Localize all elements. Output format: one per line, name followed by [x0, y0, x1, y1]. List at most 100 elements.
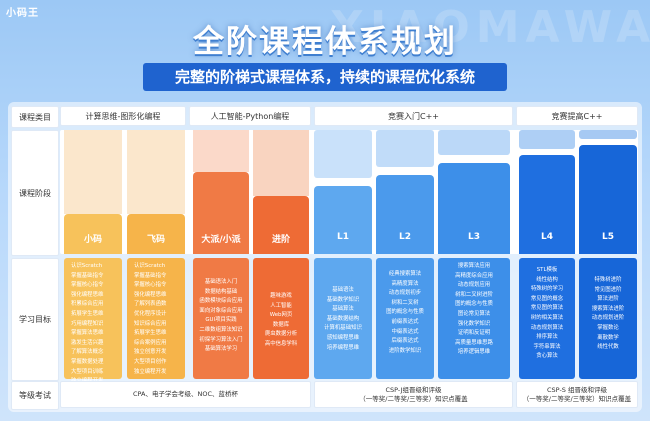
goal-item: 树和二叉树	[391, 299, 419, 306]
stage-bg-4	[314, 130, 372, 178]
category-cpp-advanced: 竞赛提高C++	[516, 106, 638, 126]
goal-item: 高质量思维思路	[455, 339, 493, 346]
goal-column-0: 认识Scratch 掌握基础指令 掌握核心指令 强化编程思维 积累综合应用 拓展学生思维巧…	[64, 258, 122, 384]
goal-column-3: 趣味游戏 人工智能 Web网页 数据库 爬虫数据分析 高中信息学科	[253, 258, 309, 379]
stage-step-upper-0	[64, 130, 122, 214]
stage-bg-3	[253, 130, 309, 196]
goal-item: 树的相关算法	[530, 314, 564, 321]
goal-item: 培养编程思维	[326, 344, 360, 351]
goal-item: 高中信息学科	[264, 340, 298, 347]
goal-item: 初探学习算法入门	[199, 336, 243, 343]
goal-item: 了解算法概念	[71, 349, 104, 356]
category-cpp-intro: 竞赛入门C++	[314, 106, 513, 126]
stage-label: 小码	[83, 235, 102, 245]
goal-item: 特殊树的学习	[530, 286, 564, 293]
stage-step-7	[519, 155, 575, 254]
goal-item: 字符串算法	[533, 343, 561, 350]
background-watermark: XIAOMAWANG	[330, 2, 650, 53]
stage-step-upper-1	[127, 130, 185, 214]
goal-item: 二维数组算法知识	[199, 326, 243, 333]
goal-item: 图论常见算法	[457, 310, 491, 317]
exam-scratch-python: CPA、电子学会考级、NOC、蓝桥杯	[60, 381, 311, 408]
goal-item: 趣味游戏	[270, 293, 292, 299]
goal-item: 搜索算法进阶	[591, 305, 625, 312]
stage-label: 飞码	[146, 235, 165, 245]
goal-item: 常见图的概念	[530, 295, 564, 302]
goal-item: 离散数学	[597, 334, 619, 341]
goal-item: 人工智能	[270, 302, 292, 309]
goal-item: 数据结构基础	[204, 288, 238, 295]
goal-item: 掌握基础指令	[71, 272, 104, 279]
goal-item: 知识综合应用	[134, 320, 167, 327]
goal-item: 高精度综合应用	[455, 272, 493, 279]
stage-label: L1	[337, 232, 349, 242]
stage-step-4	[314, 186, 372, 254]
category-python: 人工智能-Python编程	[189, 106, 311, 126]
goal-item: 经典搜索算法	[388, 271, 422, 277]
goal-item: 算法进阶	[597, 296, 619, 303]
goal-item: 掌握基础指令	[134, 272, 167, 279]
stage-label: L3	[468, 232, 480, 242]
exam-csp-s: CSP-S 组晋级和评级 （一等奖/二等奖/三等奖）知识点覆盖	[516, 381, 638, 408]
stage-label: 大派/小派	[201, 235, 241, 245]
goal-item: 掌握核心指令	[134, 282, 167, 289]
row-label-goals: 学习目标	[11, 258, 59, 381]
stage-bg-2	[193, 130, 249, 172]
stage-label: L2	[399, 232, 411, 242]
goal-item: 中缀表达式	[391, 328, 419, 335]
goal-item: 后缀表达式	[391, 338, 419, 345]
goal-item: 了解列表函数	[134, 301, 167, 308]
goal-item: 基础语法	[332, 287, 354, 293]
goal-item: 排序算法	[536, 334, 558, 341]
goal-item: 独立创意开发	[134, 349, 167, 356]
goal-item: 树和二叉树进阶	[455, 291, 493, 298]
goal-item: 常见图进阶	[594, 286, 622, 293]
goal-item: 动态规划应用	[457, 282, 491, 289]
goal-column-5: 经典搜索算法 高精度算法 动态规划初步 树和二叉树 图的概念与性质 前缀表达式 中缀表达式后…	[376, 258, 434, 379]
stage-step-8	[579, 145, 637, 254]
goal-item: 面向对象综合应用	[199, 307, 243, 314]
row-label-stage: 课程阶段	[11, 130, 59, 256]
goal-item: 基础数据结构	[326, 315, 360, 322]
goal-item: 强化编程思维	[134, 291, 167, 298]
goal-item: 进阶数学知识	[388, 347, 422, 354]
exam-csp-j: CSP-J组晋级和评级 （一等奖/二等奖/三等奖）知识点覆盖	[314, 381, 513, 408]
goal-item: 激发生活兴趣	[71, 339, 104, 346]
goal-item: 大型项目训练	[71, 368, 104, 375]
goal-item: 图的概念与性质	[455, 301, 493, 308]
stage-step-1	[127, 214, 185, 254]
exam-csp-j-detail: （一等奖/二等奖/三等奖）知识点覆盖	[359, 394, 468, 403]
goal-column-2: 基础语法入门 数据结构基础 函数模块综合应用 面向对象综合应用 GUI项目实践 二维数组算…	[193, 258, 249, 379]
goal-item: GUI项目实践	[205, 317, 237, 324]
goal-item: STL模板	[536, 267, 558, 273]
goal-item: 独立编程开发	[134, 368, 167, 375]
goal-item: 培养逻辑思维	[457, 349, 491, 356]
exam-scratch-python-text: CPA、电子学会考级、NOC、蓝桥杯	[132, 390, 238, 398]
row-label-category: 课程类目	[11, 106, 59, 128]
goal-item: 动态规划算法	[530, 324, 564, 331]
stage-bg-8	[579, 130, 637, 139]
goal-column-1: 认识Scratch 掌握基础指令 掌握核心指令 强化编程思维 了解列表函数 优化程序设计知…	[127, 258, 185, 379]
goal-item: 掌握算法思维	[71, 330, 104, 337]
goal-item: 大型项目创作	[134, 358, 167, 365]
goal-item: 感知编程思维	[326, 334, 360, 341]
goal-item: 常见图的算法	[530, 305, 564, 312]
exam-csp-s-title: CSP-S 组晋级和评级	[547, 385, 607, 394]
stage-bg-6	[438, 130, 510, 155]
goal-item: 爬虫数据分析	[264, 331, 298, 338]
category-scratch: 计算思维-图形化编程	[60, 106, 186, 126]
goal-item: 高精度算法	[391, 280, 419, 287]
goal-item: 拓展学生思维	[71, 310, 104, 317]
goal-item: 搜索算法应用	[457, 263, 491, 269]
stage-label: 进阶	[271, 235, 290, 245]
goal-item: 巧用编程知识	[71, 320, 104, 327]
goal-item: 前缀表达式	[391, 318, 419, 325]
goal-item: 强化编程思维	[71, 291, 104, 298]
goal-item: 基础算法学习	[204, 346, 238, 353]
subtitle-banner: 完整的阶梯式课程体系，持续的课程优化系统	[143, 63, 507, 91]
goal-item: 掌握数论	[597, 324, 619, 331]
goal-item: 拓展学生思维	[134, 330, 167, 337]
goal-item: Web网页	[269, 312, 293, 319]
goal-item: 掌握核心指令	[71, 282, 104, 289]
goal-item: 优化程序设计	[134, 310, 167, 317]
